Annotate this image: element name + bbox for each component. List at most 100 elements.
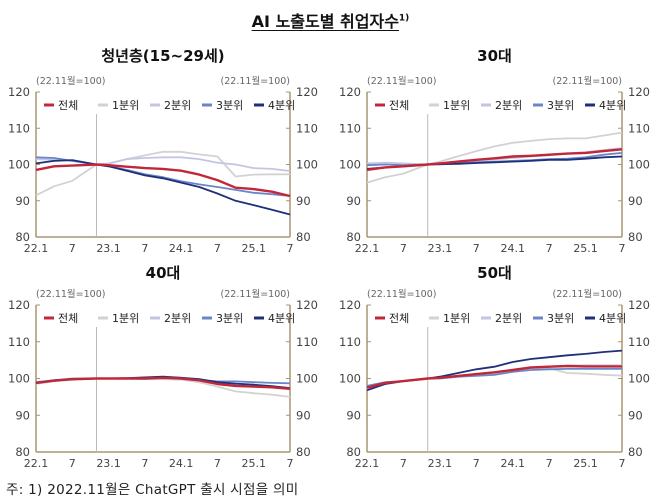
y-tick-label-right: 80 [628,230,643,244]
x-tick-label: 7 [141,242,148,255]
y-tick-label-left: 120 [339,85,361,99]
legend-label: 전체 [58,312,78,325]
chart-panel-1: 청년층(15~29세) (22.11월=100) (22.11월=100) 80 80 9… [8,47,318,255]
y-tick-label-left: 80 [346,445,361,459]
series-line-3분위 [35,156,291,197]
y-tick-label-left: 120 [8,85,30,99]
series-line-1분위 [366,131,623,184]
y-tick-label-right: 120 [296,85,318,99]
series-line-전체 [366,364,622,389]
y-tick-label-left: 80 [15,445,30,459]
y-tick-label-right: 120 [296,298,318,312]
series-line-4분위 [35,159,291,216]
series-line-1분위 [35,150,290,197]
x-tick-label: 7 [69,457,76,470]
chart-panel-4: 50대 (22.11월=100) (22.11월=100) 80 80 90 90 100 10… [339,264,650,470]
legend-label: 전체 [389,99,409,112]
x-tick-label: 7 [473,457,480,470]
legend-label: 3분위 [216,99,243,112]
chart-main-title: AI 노출도별 취업자수1) [0,8,661,32]
x-tick-label: 7 [287,242,294,255]
unit-label-right: (22.11월=100) [221,75,290,87]
legend-label: 4분위 [268,312,295,325]
y-tick-label-left: 90 [15,194,30,208]
y-tick-label-left: 110 [339,121,361,135]
x-tick-label: 7 [69,242,76,255]
y-tick-label-right: 80 [296,445,311,459]
y-tick-label-right: 90 [296,194,311,208]
x-tick-label: 7 [214,457,221,470]
y-tick-label-right: 80 [296,230,311,244]
legend-label: 3분위 [547,312,574,325]
legend-label: 전체 [389,312,409,325]
y-tick-label-left: 90 [15,408,30,422]
y-tick-label-left: 100 [339,372,361,386]
unit-label-left: (22.11월=100) [36,75,105,87]
x-tick-label: 24.1 [169,242,194,255]
series-line-4분위 [366,349,623,392]
x-tick-label: 7 [473,242,480,255]
legend-label: 1분위 [443,312,470,325]
y-tick-label-left: 120 [339,298,361,312]
y-tick-label-right: 100 [628,158,650,172]
y-tick-label-left: 110 [339,335,361,349]
chart-panel-3: 40대 (22.11월=100) (22.11월=100) 80 80 90 90 100 10… [8,264,318,470]
x-tick-label: 25.1 [241,457,266,470]
x-tick-label: 23.1 [428,457,453,470]
y-tick-label-left: 120 [8,298,30,312]
y-tick-label-right: 120 [628,298,650,312]
x-tick-label: 7 [546,457,553,470]
panel-title: 40대 [146,264,181,282]
main-title-text: AI 노출도별 취업자수 [251,12,399,31]
legend-label: 4분위 [268,99,295,112]
footnote: 주: 1) 2022.11월은 ChatGPT 출시 시점을 의미 [6,482,299,498]
y-tick-label-left: 100 [339,158,361,172]
x-tick-label: 24.1 [500,457,525,470]
x-tick-label: 7 [619,242,626,255]
y-tick-label-right: 100 [296,372,318,386]
series-line-전체 [35,163,291,198]
x-tick-label: 24.1 [500,242,525,255]
y-tick-label-left: 110 [8,121,30,135]
panel-title: 50대 [477,264,512,282]
x-tick-label: 22.1 [24,457,49,470]
x-tick-label: 25.1 [573,457,598,470]
x-tick-label: 22.1 [355,242,380,255]
x-tick-label: 7 [287,457,294,470]
panel-title: 30대 [477,47,512,65]
x-tick-label: 23.1 [96,242,121,255]
legend-label: 2분위 [495,99,522,112]
y-tick-label-left: 100 [8,158,30,172]
legend-label: 4분위 [599,312,626,325]
legend-label: 1분위 [443,99,470,112]
x-tick-label: 23.1 [428,242,453,255]
x-tick-label: 25.1 [573,242,598,255]
x-tick-label: 25.1 [241,242,266,255]
x-tick-label: 22.1 [355,457,380,470]
y-tick-label-right: 100 [628,372,650,386]
y-tick-label-left: 110 [8,335,30,349]
y-tick-label-left: 80 [15,230,30,244]
legend-label: 3분위 [547,99,574,112]
legend-label: 1분위 [112,312,139,325]
unit-label-right: (22.11월=100) [553,288,622,300]
y-tick-label-left: 80 [346,230,361,244]
legend-label: 3분위 [216,312,243,325]
y-tick-label-left: 90 [346,194,361,208]
y-tick-label-right: 110 [628,335,650,349]
legend-label: 2분위 [495,312,522,325]
x-tick-label: 7 [546,242,553,255]
y-tick-label-right: 90 [628,194,643,208]
x-tick-label: 23.1 [96,457,121,470]
main-title-footnote-mark: 1) [398,13,410,24]
x-tick-label: 24.1 [169,457,194,470]
series-line-전체 [35,376,291,390]
legend-label: 1분위 [112,99,139,112]
unit-label-right: (22.11월=100) [221,288,290,300]
unit-label-right: (22.11월=100) [553,75,622,87]
x-tick-label: 22.1 [24,242,49,255]
y-tick-label-right: 90 [296,408,311,422]
y-tick-label-right: 110 [628,121,650,135]
y-tick-label-right: 100 [296,158,318,172]
legend-label: 전체 [58,99,78,112]
